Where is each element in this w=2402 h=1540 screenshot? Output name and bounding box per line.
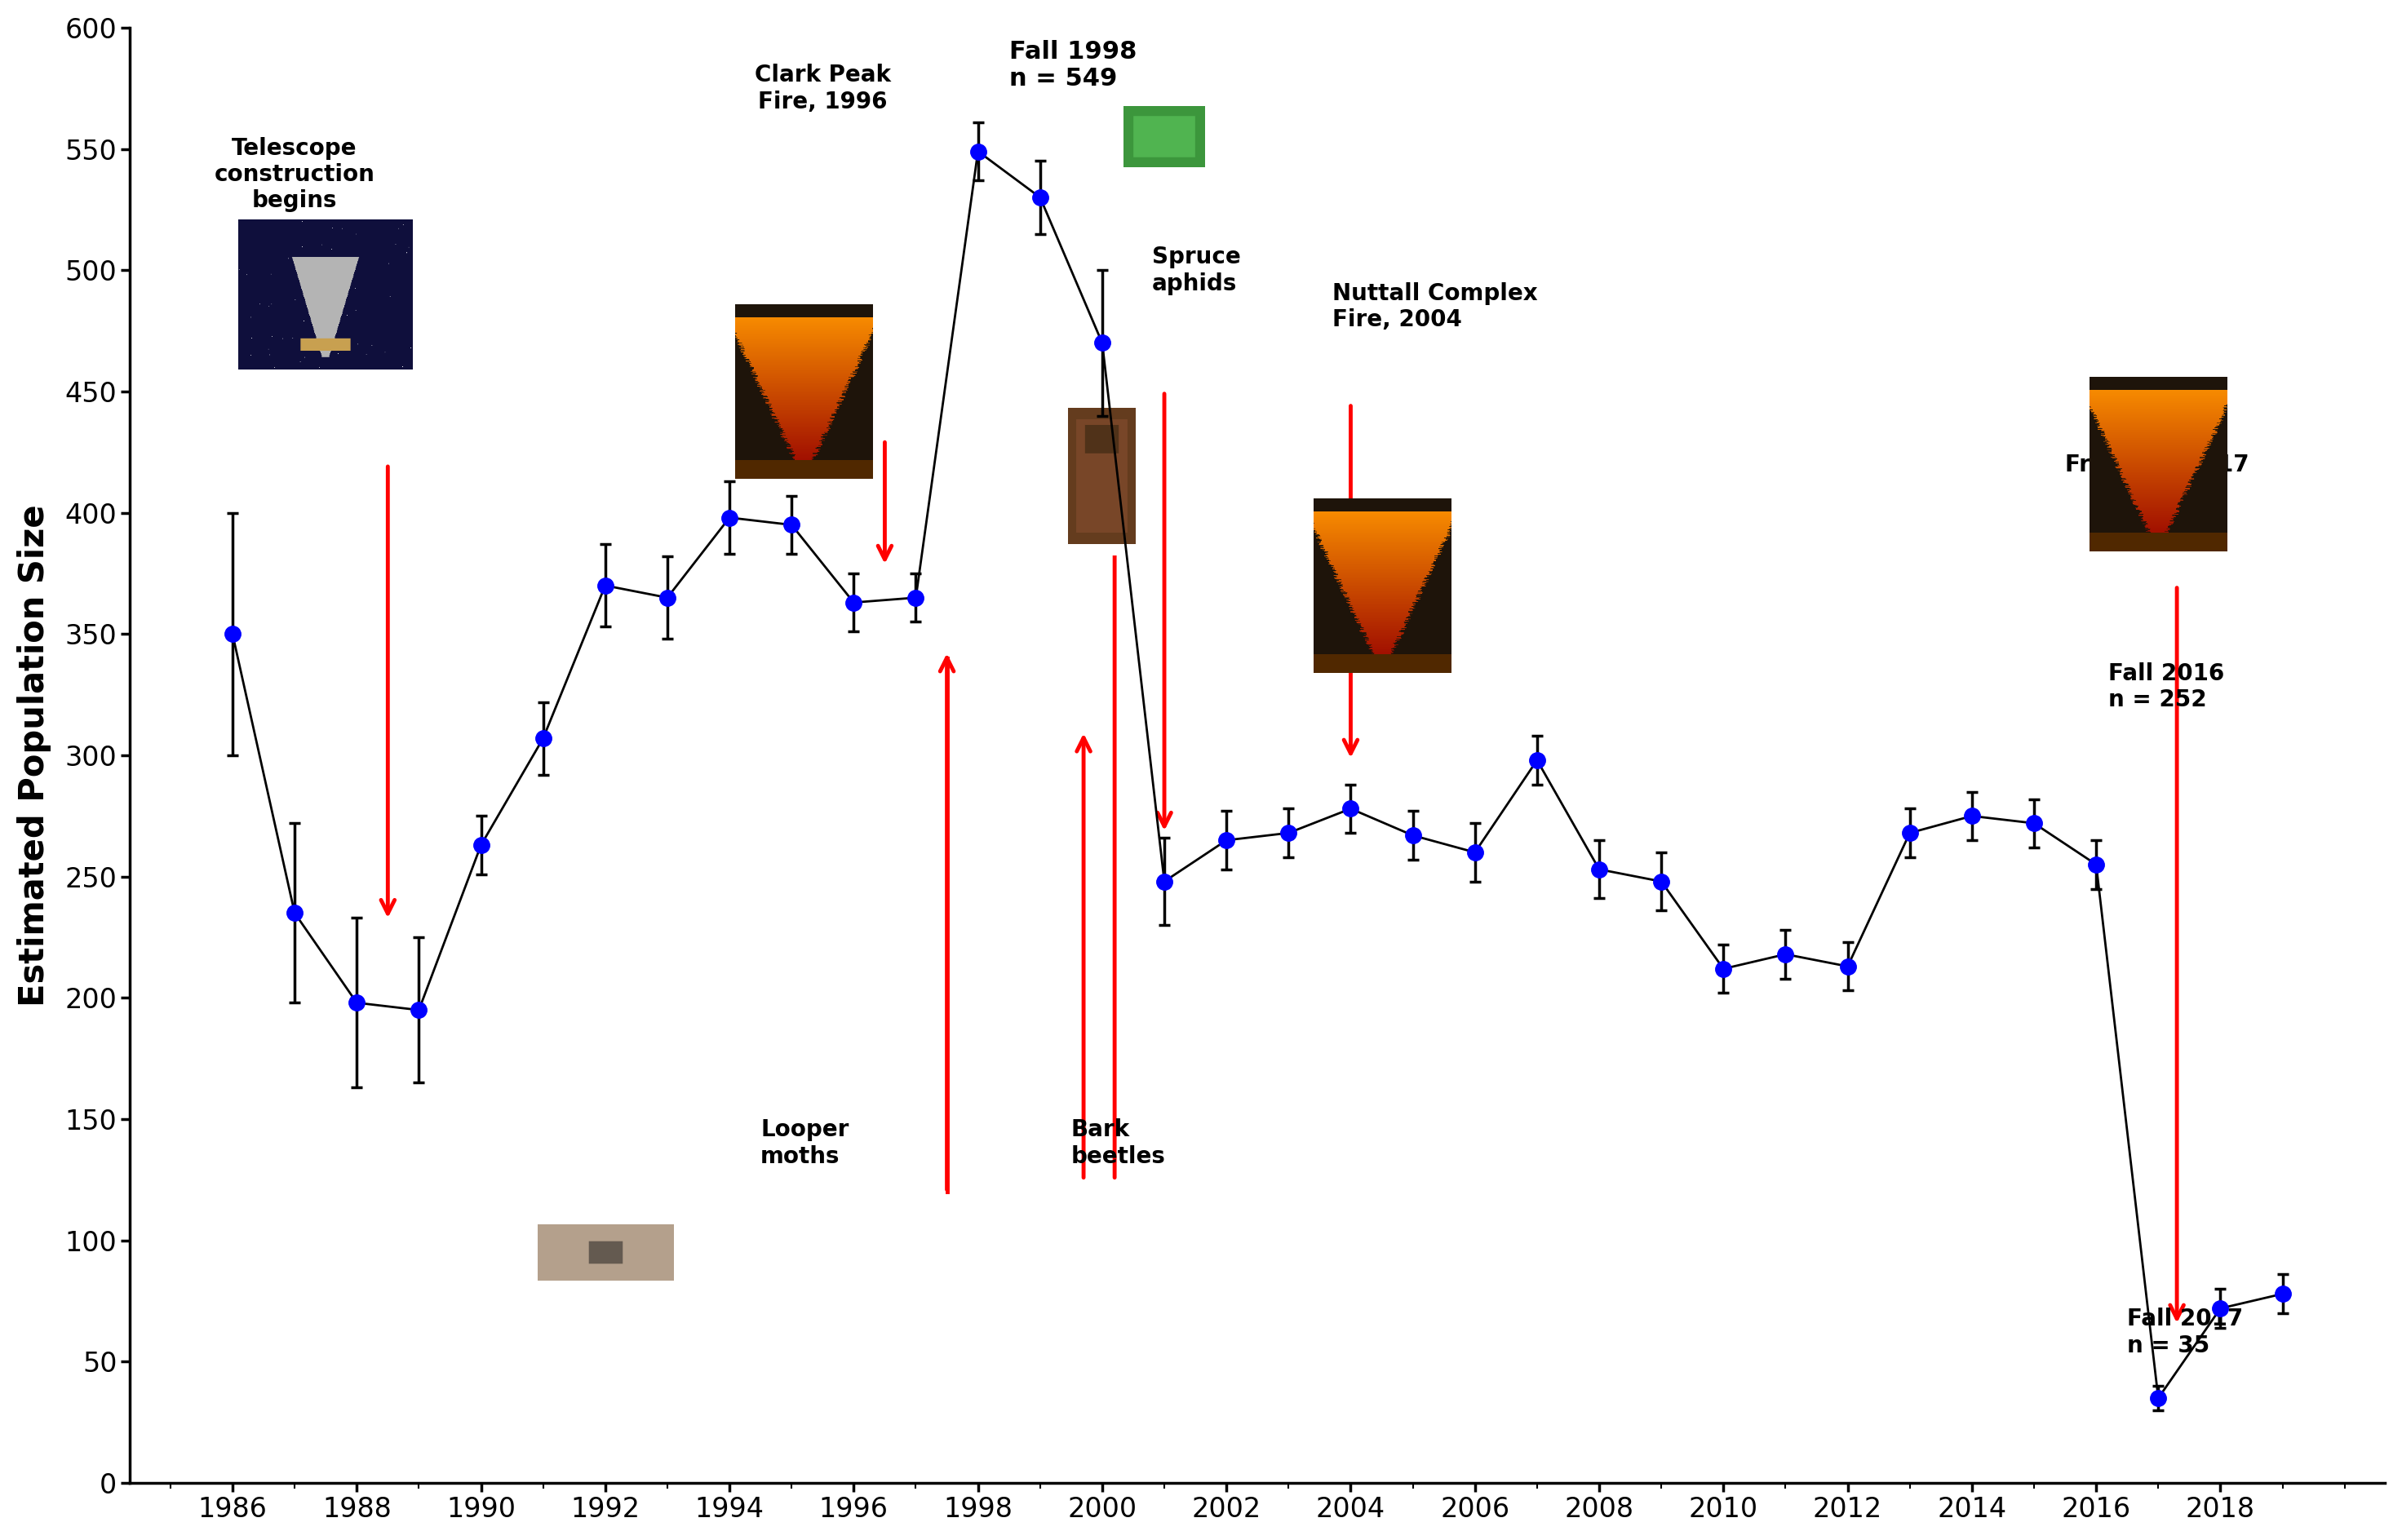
Text: Fall 2016
n = 252: Fall 2016 n = 252 [2109, 662, 2224, 711]
Text: Fall 2017
n = 35: Fall 2017 n = 35 [2128, 1307, 2243, 1357]
Text: Telescope
construction
begins: Telescope construction begins [214, 137, 375, 213]
Text: Clark Peak
Fire, 1996: Clark Peak Fire, 1996 [754, 65, 891, 114]
Text: Looper
moths: Looper moths [761, 1118, 848, 1167]
Text: Fall 1998
n = 549: Fall 1998 n = 549 [1009, 40, 1136, 91]
Text: Frye Fire 2017: Frye Fire 2017 [2066, 453, 2248, 476]
Text: Bark
beetles: Bark beetles [1071, 1118, 1165, 1167]
Text: Nuttall Complex
Fire, 2004: Nuttall Complex Fire, 2004 [1333, 282, 1537, 331]
Y-axis label: Estimated Population Size: Estimated Population Size [17, 504, 50, 1007]
Text: Spruce
aphids: Spruce aphids [1153, 246, 1239, 296]
